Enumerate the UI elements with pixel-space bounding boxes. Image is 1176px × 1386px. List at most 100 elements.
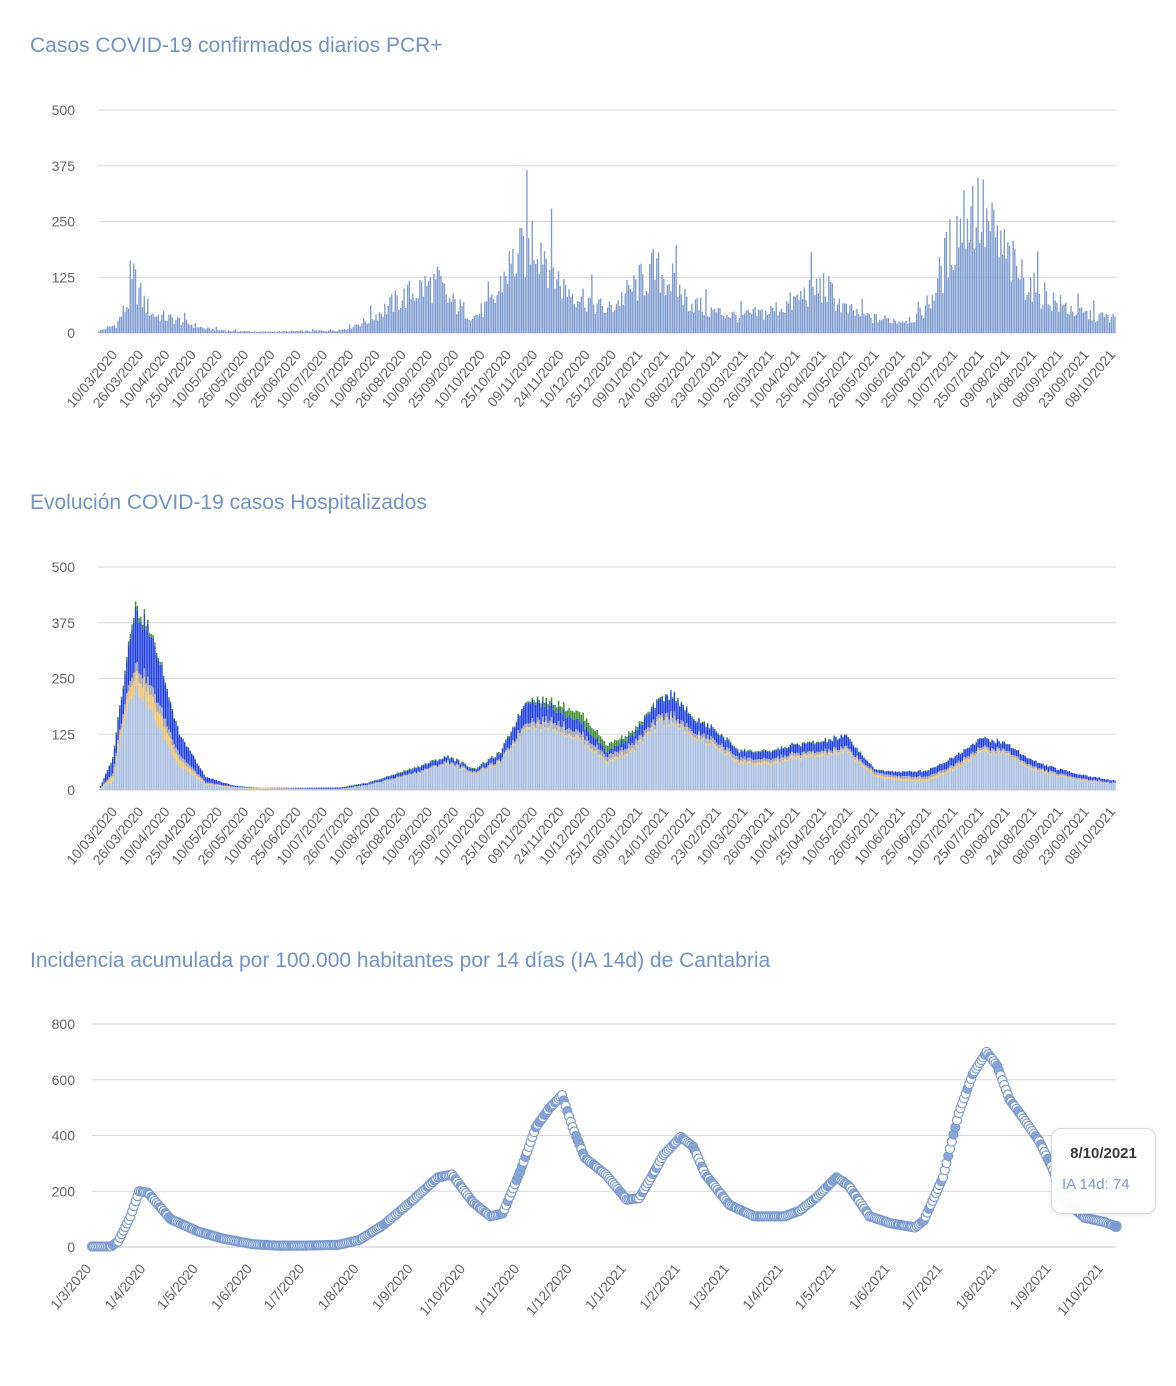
hospitalized-bar-segment [224, 786, 226, 790]
daily-cases-bar [389, 296, 391, 333]
hospitalized-bar-segment [800, 747, 802, 756]
hospitalized-bar-segment [233, 785, 235, 787]
daily-cases-bar [771, 307, 774, 333]
hospitalized-bar-segment [141, 678, 144, 688]
daily-cases-bar [466, 318, 468, 333]
hospitalized-bar-segment [306, 788, 309, 789]
daily-cases-bar [915, 313, 918, 333]
hospitalized-bar-segment [817, 751, 820, 755]
hospitalized-bar-segment [491, 757, 493, 763]
hospitalized-bar-segment [596, 744, 598, 750]
hospitalized-bar-segment [801, 743, 804, 753]
daily-cases-bar [1086, 310, 1088, 333]
hospitalized-bar-segment [796, 742, 799, 744]
hospitalized-bar-segment [154, 645, 156, 694]
hospitalized-bar-segment [942, 774, 944, 790]
hospitalized-bar-segment [898, 778, 900, 781]
hospitalized-bar-segment [540, 730, 542, 790]
hospitalized-bar-segment [872, 766, 874, 768]
daily-cases-bar [173, 324, 175, 333]
hospitalized-bar-segment [773, 763, 776, 790]
hospitalized-bar-segment [584, 729, 586, 740]
daily-cases-bar [700, 297, 702, 333]
hospitalized-bar-segment [919, 778, 921, 781]
daily-cases-bar [947, 277, 949, 333]
hospitalized-bar-segment [438, 766, 440, 790]
hospitalized-bar-segment [592, 729, 595, 738]
hospitalized-bar-segment [912, 781, 914, 790]
hospitalized-bar-segment [907, 771, 909, 777]
hospitalized-bar-segment [914, 778, 916, 781]
hospitalized-bar-segment [136, 685, 139, 790]
tooltip-value: IA 14d: 74 [1062, 1176, 1130, 1193]
hospitalized-bar-segment [392, 778, 395, 780]
hospitalized-bar-segment [821, 741, 823, 743]
daily-cases-bar [870, 317, 872, 333]
daily-cases-bar [345, 329, 347, 333]
daily-cases-bar [752, 308, 755, 333]
hospitalized-bar-segment [101, 782, 103, 783]
daily-cases-bar [1103, 316, 1106, 333]
hospitalized-bar-segment [664, 695, 667, 714]
daily-cases-bar [275, 332, 277, 333]
daily-cases-bar [231, 331, 233, 333]
hospitalized-bar-segment [968, 747, 971, 757]
hospitalized-bar-segment [450, 762, 453, 764]
hospitalized-bar-segment [1001, 752, 1004, 790]
hospitalized-bar-segment [1045, 772, 1048, 790]
hospitalized-bar-segment [1037, 768, 1039, 771]
hospitalized-bar-segment [722, 736, 725, 738]
hospitalized-bar-segment [807, 741, 809, 743]
hospitalized-bar-segment [517, 713, 519, 716]
hospitalized-bar-segment [440, 764, 442, 766]
hospitalized-bar-segment [473, 768, 476, 772]
hospitalized-bar-segment [1008, 744, 1011, 752]
daily-cases-bar [147, 298, 149, 333]
daily-cases-bar [148, 315, 151, 333]
hospitalized-bar-segment [573, 736, 576, 740]
hospitalized-bar-segment [398, 776, 400, 778]
hospitalized-bar-segment [966, 758, 969, 761]
hospitalized-bar-segment [213, 785, 216, 790]
hospitalized-bar-segment [127, 684, 130, 692]
hospitalized-bar-segment [1022, 761, 1025, 764]
daily-cases-bar [1063, 304, 1065, 333]
hospitalized-bar-segment [763, 749, 765, 751]
hospitalized-bar-segment [150, 709, 153, 790]
hospitalized-bar-segment [619, 750, 621, 756]
hospitalized-bar-segment [217, 785, 219, 790]
daily-cases-bar [1094, 322, 1097, 333]
daily-cases-bar [440, 275, 442, 333]
hospitalized-bar-segment [363, 783, 365, 786]
hospitalized-bar-segment [1028, 767, 1030, 790]
hospitalized-bar-segment [949, 758, 951, 766]
hospitalized-bar-segment [687, 733, 690, 790]
hospitalized-bar-segment [326, 787, 328, 789]
daily-cases-bar [259, 331, 261, 333]
daily-cases-bar [266, 331, 268, 333]
hospitalized-bar-segment [900, 781, 902, 790]
hospitalized-bar-segment [636, 740, 639, 746]
hospitalized-bar-segment [545, 701, 548, 716]
hospitalized-bar-segment [463, 767, 465, 769]
hospitalized-bar-segment [1061, 769, 1064, 774]
hospitalized-bar-segment [749, 757, 751, 761]
hospitalized-bar-segment [341, 786, 344, 788]
hospitalized-bar-segment [508, 748, 511, 751]
hospitalized-bar-segment [640, 741, 642, 790]
hospitalized-bar-segment [843, 748, 846, 751]
hospitalized-bar-segment [628, 735, 630, 744]
hospitalized-bar-segment [1096, 782, 1099, 790]
daily-cases-bar [840, 312, 842, 333]
hospitalized-bar-segment [550, 724, 553, 790]
x-tick-label: 1/8/2020 [314, 1260, 361, 1312]
hospitalized-bar-segment [659, 698, 662, 716]
hospitalized-bar-segment [701, 722, 704, 735]
hospitalized-bar-segment [1024, 766, 1027, 790]
daily-cases-bar [601, 305, 604, 333]
daily-cases-bar [729, 318, 732, 333]
hospitalized-bar-segment [245, 786, 247, 788]
hospitalized-bar-segment [893, 780, 895, 790]
hospitalized-bar-segment [136, 605, 139, 611]
hospitalized-bar-segment [461, 767, 463, 769]
